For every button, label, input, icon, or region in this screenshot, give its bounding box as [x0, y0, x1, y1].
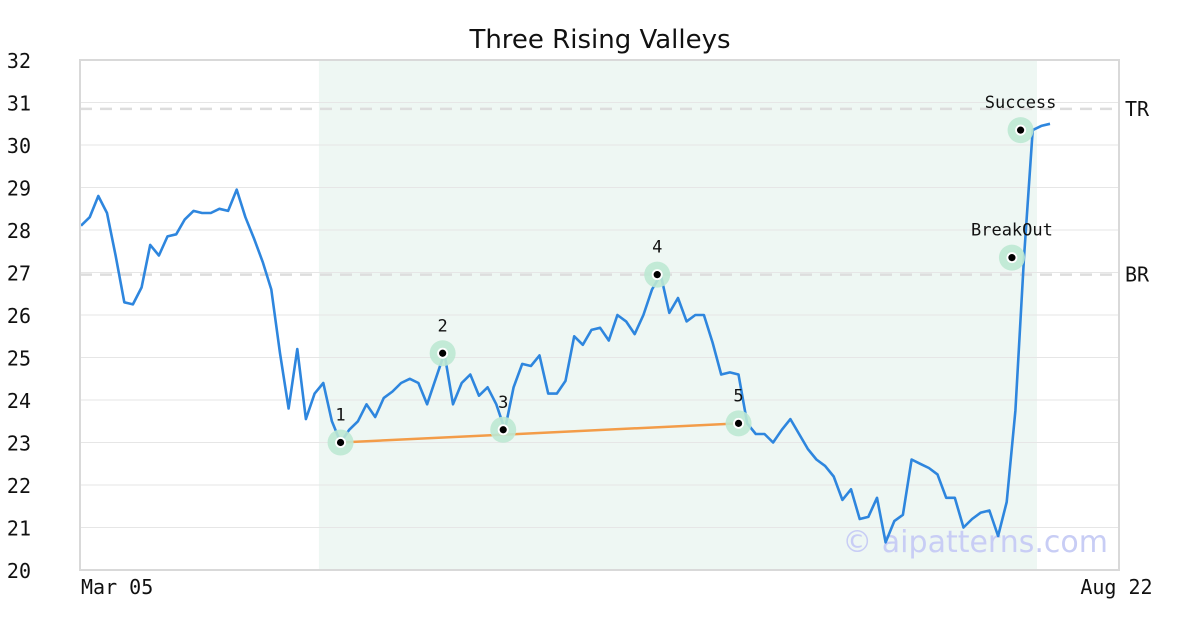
price-series-line [80, 122, 1051, 544]
marker-point [1016, 126, 1025, 134]
marker-point [336, 438, 345, 447]
y-tick-label: 29 [7, 177, 31, 201]
x-tick-label: Mar 05 [81, 575, 153, 599]
reference-lines-layer: TR BR [80, 97, 1150, 287]
y-tick-label: 20 [7, 559, 31, 583]
marker-point [1008, 254, 1016, 262]
grid-layer [80, 102, 1119, 528]
marker-label: BreakOut [971, 221, 1053, 241]
plot-frame [79, 59, 1120, 571]
marker-label: 5 [733, 386, 743, 406]
reference-line-label: TR [1125, 97, 1150, 121]
series-layer [80, 122, 1051, 544]
chart-title: Three Rising Valleys [468, 25, 730, 55]
support-line-layer [340, 422, 739, 444]
y-tick-label: 32 [7, 49, 31, 73]
y-tick-label: 23 [7, 432, 31, 456]
support-line [340, 422, 739, 444]
y-tick-label: 28 [7, 219, 31, 243]
marker-label: 2 [438, 316, 448, 336]
y-tick-label: 31 [7, 92, 31, 116]
y-tick-label: 27 [7, 262, 31, 286]
y-tick-label: 21 [7, 517, 31, 541]
marker-point [499, 426, 507, 434]
marker-point [734, 419, 743, 427]
marker-point [653, 271, 661, 279]
marker-point [439, 349, 447, 357]
x-tick-label: Aug 22 [1080, 575, 1152, 599]
y-tick-label: 24 [7, 389, 31, 413]
marker-label: 3 [498, 393, 508, 413]
reference-line-label: BR [1125, 263, 1150, 287]
marker-label: Success [985, 93, 1057, 113]
y-tick-label: 26 [7, 304, 31, 328]
markers-layer: 1 2 3 4 5 BreakOut Success [327, 93, 1057, 456]
y-tick-label: 30 [7, 134, 31, 158]
marker-label: 4 [652, 238, 662, 258]
y-tick-label: 22 [7, 474, 31, 498]
y-tick-label: 25 [7, 347, 31, 371]
marker-label: 1 [335, 406, 345, 426]
